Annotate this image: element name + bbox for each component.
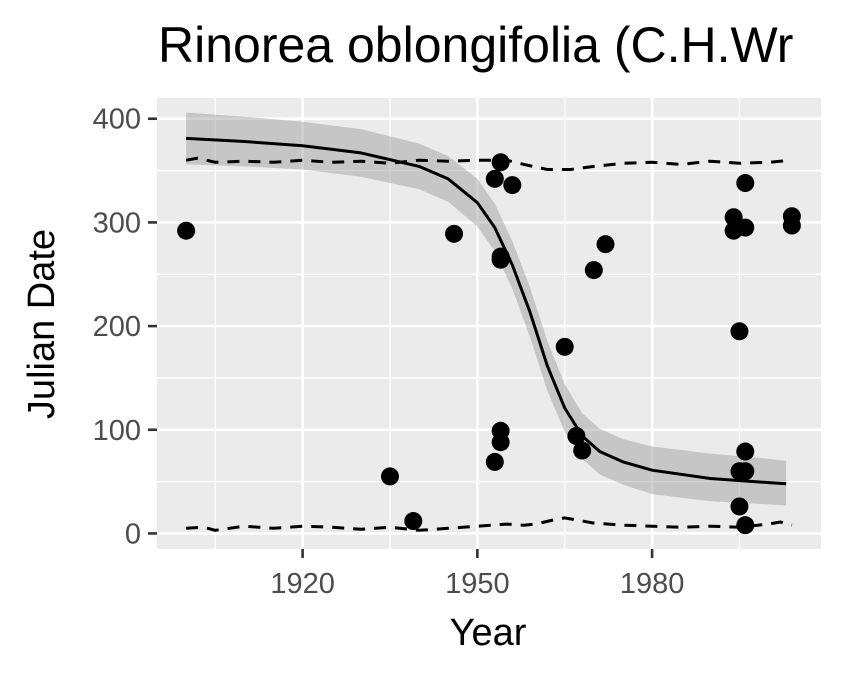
data-point	[584, 261, 603, 280]
data-point	[555, 337, 574, 356]
data-point	[573, 441, 592, 460]
data-point	[596, 235, 615, 254]
x-axis-title: Year	[450, 612, 527, 654]
confidence-band-area	[186, 112, 787, 506]
data-point	[404, 512, 423, 531]
data-point	[782, 216, 801, 235]
axis-ticks	[148, 117, 654, 558]
data-point	[736, 462, 755, 481]
data-point	[736, 516, 755, 535]
data-point	[491, 153, 510, 172]
data-point	[485, 452, 504, 471]
data-point	[491, 433, 510, 452]
dashed-lines	[185, 156, 793, 532]
fit-line	[186, 136, 787, 486]
data-point	[736, 442, 755, 461]
tick-labels: 1920 1950 1980 0 100 200 300 400	[93, 104, 685, 600]
chart-title: Rinorea oblongifolia (C.H.Wr	[158, 17, 793, 73]
data-point	[380, 467, 399, 486]
x-tick-label: 1920	[270, 568, 335, 600]
y-axis-title: Julian Date	[21, 229, 63, 419]
data-point	[730, 322, 749, 341]
y-tick-label: 200	[93, 311, 141, 343]
data-point	[567, 426, 586, 445]
y-tick-label: 100	[93, 415, 141, 447]
data-point	[491, 247, 510, 266]
data-point	[730, 497, 749, 516]
data-point	[736, 174, 755, 193]
y-tick-label: 400	[93, 104, 141, 136]
x-tick-label: 1950	[445, 568, 510, 600]
grid-minor	[157, 98, 821, 549]
data-point	[724, 208, 743, 227]
data-point	[177, 221, 196, 240]
fit-line-group	[186, 136, 787, 486]
data-point	[736, 218, 755, 237]
confidence-band	[186, 112, 787, 506]
data-point	[485, 169, 504, 188]
data-point	[503, 176, 522, 195]
lower-dashed-line	[186, 516, 793, 532]
x-tick-label: 1980	[620, 568, 685, 600]
grid-major	[157, 98, 821, 549]
data-points	[177, 153, 801, 535]
data-point	[445, 224, 464, 243]
y-tick-label: 300	[93, 207, 141, 239]
y-tick-label: 0	[125, 518, 141, 550]
